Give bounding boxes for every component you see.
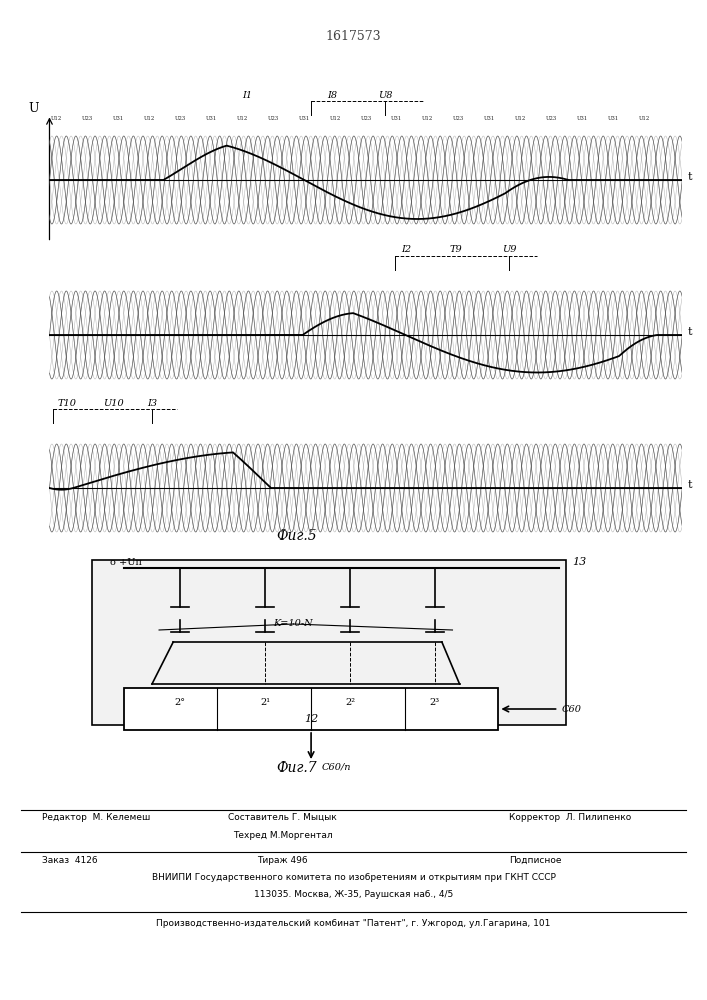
- Text: o +Uп: o +Uп: [110, 558, 141, 567]
- Text: 2°: 2°: [175, 698, 186, 707]
- Text: ВНИИПИ Государственного комитета по изобретениям и открытиям при ГКНТ СССР: ВНИИПИ Государственного комитета по изоб…: [151, 873, 556, 882]
- Text: U8: U8: [378, 91, 392, 100]
- Text: t: t: [688, 172, 692, 182]
- Text: U31: U31: [391, 116, 402, 121]
- Text: U31: U31: [608, 116, 619, 121]
- Text: U12: U12: [329, 116, 341, 121]
- Text: U10: U10: [103, 398, 124, 408]
- Text: 2¹: 2¹: [260, 698, 270, 707]
- Text: Производственно-издательский комбинат "Патент", г. Ужгород, ул.Гагарина, 101: Производственно-издательский комбинат "П…: [156, 919, 551, 928]
- Text: U23: U23: [453, 116, 464, 121]
- Text: U23: U23: [82, 116, 93, 121]
- Text: U: U: [29, 103, 39, 115]
- Text: T9: T9: [450, 245, 462, 254]
- Text: U12: U12: [144, 116, 155, 121]
- Text: U12: U12: [422, 116, 433, 121]
- Text: U12: U12: [515, 116, 526, 121]
- Text: Составитель Г. Мыцык: Составитель Г. Мыцык: [228, 813, 337, 822]
- Text: U12: U12: [51, 116, 62, 121]
- FancyBboxPatch shape: [92, 560, 566, 725]
- Text: 113035. Москва, Ж-35, Раушская наб., 4/5: 113035. Москва, Ж-35, Раушская наб., 4/5: [254, 890, 453, 899]
- Text: 2³: 2³: [430, 698, 440, 707]
- Text: 12: 12: [304, 714, 318, 724]
- Text: U12: U12: [237, 116, 247, 121]
- Text: U31: U31: [577, 116, 588, 121]
- Text: Техред М.Моргентал: Техред М.Моргентал: [233, 831, 332, 840]
- Text: Корректор  Л. Пилипенко: Корректор Л. Пилипенко: [509, 813, 631, 822]
- Text: U31: U31: [206, 116, 217, 121]
- Text: I8: I8: [327, 91, 337, 100]
- Text: 2²: 2²: [345, 698, 355, 707]
- Text: Подписное: Подписное: [509, 856, 561, 865]
- Text: t: t: [688, 480, 692, 490]
- Text: Редактор  М. Келемеш: Редактор М. Келемеш: [42, 813, 151, 822]
- Text: t: t: [688, 327, 692, 337]
- Text: I2: I2: [402, 245, 411, 254]
- Text: U23: U23: [361, 116, 371, 121]
- Text: C60: C60: [562, 704, 582, 713]
- FancyBboxPatch shape: [124, 688, 498, 730]
- Text: Тираж 496: Тираж 496: [257, 856, 308, 865]
- Text: 1617573: 1617573: [326, 30, 381, 43]
- Text: U23: U23: [175, 116, 186, 121]
- Text: U31: U31: [298, 116, 310, 121]
- Text: U31: U31: [113, 116, 124, 121]
- Text: K=10-N: K=10-N: [274, 619, 313, 628]
- Text: Заказ  4126: Заказ 4126: [42, 856, 98, 865]
- Text: U9: U9: [502, 245, 516, 254]
- Text: U23: U23: [546, 116, 557, 121]
- Text: U31: U31: [484, 116, 495, 121]
- Text: T10: T10: [58, 398, 76, 408]
- Text: 13: 13: [573, 557, 587, 567]
- Text: Фиг.7: Фиг.7: [276, 761, 317, 775]
- Text: Фиг.5: Фиг.5: [276, 529, 317, 543]
- Text: U23: U23: [267, 116, 279, 121]
- Text: C60/n: C60/n: [322, 763, 351, 772]
- Text: I1: I1: [243, 91, 252, 100]
- Text: I3: I3: [147, 398, 157, 408]
- Text: U12: U12: [638, 116, 650, 121]
